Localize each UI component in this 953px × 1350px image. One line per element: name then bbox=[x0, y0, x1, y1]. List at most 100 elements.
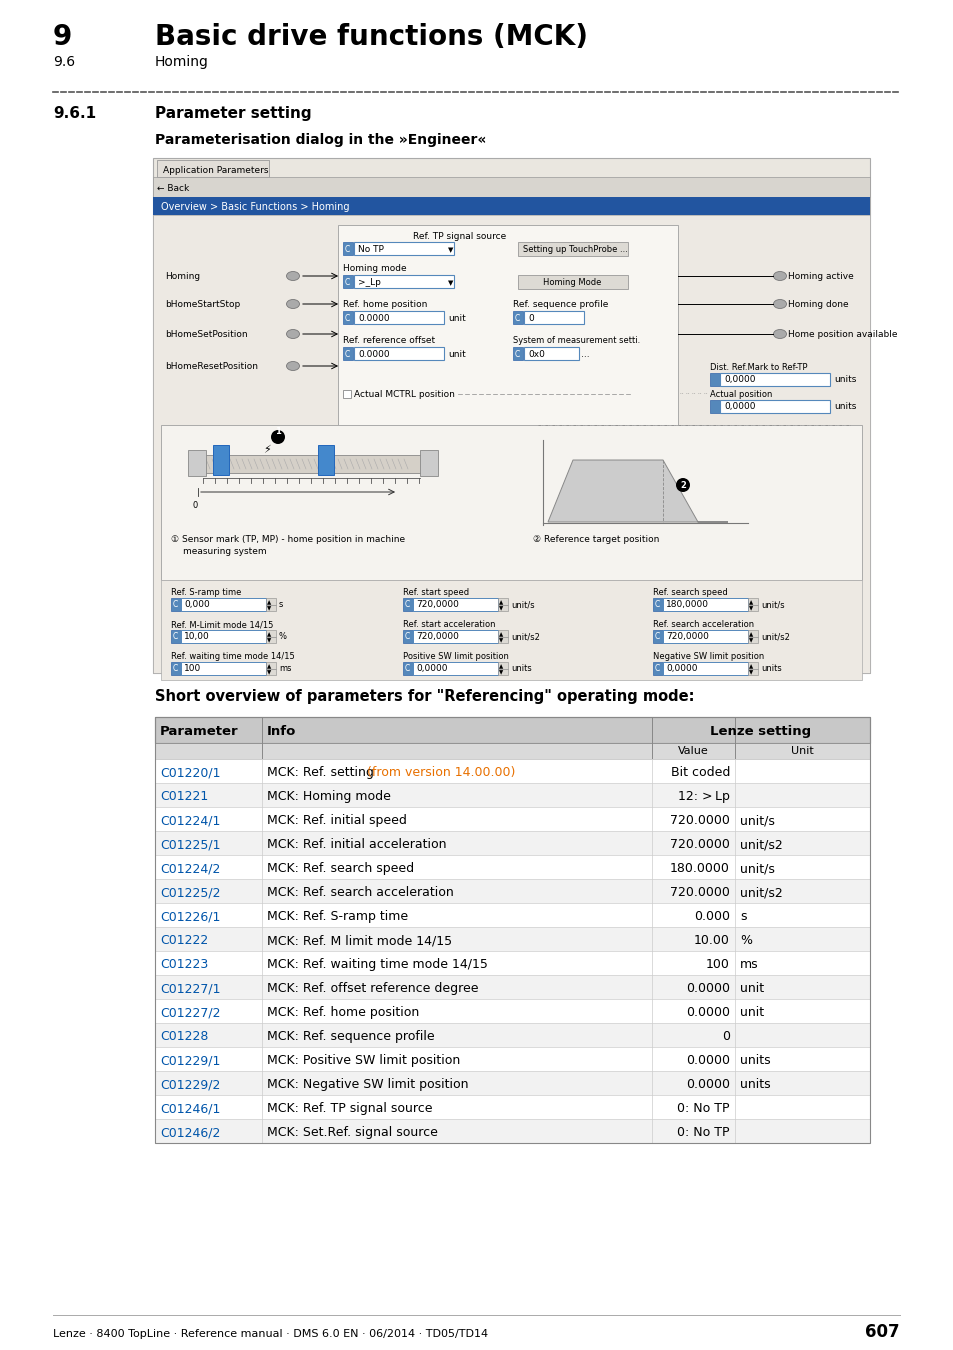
Text: C01246/2: C01246/2 bbox=[160, 1126, 220, 1139]
Bar bbox=[266, 662, 275, 670]
Text: 2: 2 bbox=[679, 481, 685, 490]
Text: MCK: Ref. M limit mode 14/15: MCK: Ref. M limit mode 14/15 bbox=[267, 934, 452, 946]
Text: 720.0000: 720.0000 bbox=[669, 814, 729, 828]
Bar bbox=[497, 605, 507, 612]
Text: 0: No TP: 0: No TP bbox=[677, 1102, 729, 1115]
Bar bbox=[154, 1023, 869, 1048]
Text: 100: 100 bbox=[705, 958, 729, 971]
Bar bbox=[154, 903, 869, 927]
Text: unit: unit bbox=[740, 1006, 763, 1019]
Text: Homing: Homing bbox=[165, 271, 200, 281]
Circle shape bbox=[271, 431, 285, 444]
Text: C01220/1: C01220/1 bbox=[160, 765, 220, 779]
Text: C01228: C01228 bbox=[160, 1030, 208, 1044]
Text: C: C bbox=[172, 664, 178, 674]
Text: C: C bbox=[345, 278, 350, 288]
Text: ▼: ▼ bbox=[267, 670, 271, 675]
Text: unit/s: unit/s bbox=[740, 863, 774, 875]
Text: Bit coded: Bit coded bbox=[670, 765, 729, 779]
Bar bbox=[154, 879, 869, 903]
Bar bbox=[413, 598, 497, 612]
Text: 0.0000: 0.0000 bbox=[685, 981, 729, 995]
Text: MCK: Ref. initial acceleration: MCK: Ref. initial acceleration bbox=[267, 838, 446, 850]
Text: unit: unit bbox=[448, 350, 465, 359]
Text: Homing active: Homing active bbox=[787, 271, 853, 281]
Bar bbox=[266, 670, 275, 675]
Text: C: C bbox=[405, 632, 410, 641]
Text: C: C bbox=[655, 664, 659, 674]
Text: Ref. TP signal source: Ref. TP signal source bbox=[413, 232, 506, 242]
Text: units: units bbox=[511, 664, 531, 674]
Text: ▲: ▲ bbox=[498, 632, 503, 637]
Text: 0: 0 bbox=[193, 501, 198, 510]
Text: ▼: ▼ bbox=[498, 606, 503, 612]
Text: C01246/1: C01246/1 bbox=[160, 1102, 220, 1115]
Text: Positive SW limit position: Positive SW limit position bbox=[402, 652, 508, 662]
Text: 0,0000: 0,0000 bbox=[665, 664, 697, 674]
Text: ▼: ▼ bbox=[267, 639, 271, 643]
Text: 1: 1 bbox=[274, 427, 280, 436]
Text: unit: unit bbox=[448, 315, 465, 323]
Text: ▼: ▼ bbox=[748, 606, 753, 612]
Text: MCK: Ref. setting: MCK: Ref. setting bbox=[267, 765, 377, 779]
Text: MCK: Ref. offset reference degree: MCK: Ref. offset reference degree bbox=[267, 981, 478, 995]
Text: MCK: Negative SW limit position: MCK: Negative SW limit position bbox=[267, 1079, 468, 1091]
Text: MCK: Ref. TP signal source: MCK: Ref. TP signal source bbox=[267, 1102, 432, 1115]
Bar bbox=[337, 225, 678, 455]
Text: Ref. waiting time mode 14/15: Ref. waiting time mode 14/15 bbox=[171, 652, 294, 662]
Text: Value: Value bbox=[678, 747, 708, 756]
Text: MCK: Ref. initial speed: MCK: Ref. initial speed bbox=[267, 814, 406, 828]
Bar bbox=[181, 662, 266, 675]
Text: Parameter: Parameter bbox=[160, 725, 238, 738]
Text: MCK: Homing mode: MCK: Homing mode bbox=[267, 790, 391, 803]
Text: Dist. Ref.Mark to Ref-TP: Dist. Ref.Mark to Ref-TP bbox=[709, 363, 806, 373]
Text: 0: 0 bbox=[527, 315, 533, 323]
Text: unit/s2: unit/s2 bbox=[760, 632, 789, 641]
Text: 0.0000: 0.0000 bbox=[357, 315, 389, 323]
Text: ▼: ▼ bbox=[748, 670, 753, 675]
Text: 9: 9 bbox=[53, 23, 72, 51]
Bar bbox=[154, 743, 869, 759]
Bar bbox=[513, 347, 522, 360]
Text: Homing done: Homing done bbox=[787, 300, 848, 309]
Bar bbox=[354, 310, 443, 324]
Bar bbox=[497, 598, 507, 605]
Bar bbox=[154, 975, 869, 999]
Bar bbox=[413, 630, 497, 643]
Text: 9.6.1: 9.6.1 bbox=[53, 107, 96, 122]
Text: ← Back: ← Back bbox=[157, 184, 189, 193]
Bar bbox=[188, 450, 206, 477]
Text: unit/s2: unit/s2 bbox=[740, 838, 781, 850]
Bar bbox=[171, 598, 181, 612]
Text: 720,0000: 720,0000 bbox=[416, 599, 458, 609]
Text: ▼: ▼ bbox=[448, 279, 453, 286]
Bar bbox=[343, 390, 351, 398]
Text: Ref. start speed: Ref. start speed bbox=[402, 589, 469, 597]
Text: 0: No TP: 0: No TP bbox=[677, 1126, 729, 1139]
Bar bbox=[154, 1048, 869, 1071]
Bar bbox=[747, 662, 758, 670]
Text: unit/s: unit/s bbox=[740, 814, 774, 828]
Text: C: C bbox=[172, 599, 178, 609]
Bar bbox=[181, 598, 266, 612]
Bar bbox=[154, 1095, 869, 1119]
Text: MCK: Ref. home position: MCK: Ref. home position bbox=[267, 1006, 418, 1019]
Bar bbox=[161, 580, 862, 680]
Bar bbox=[154, 717, 869, 1143]
Text: MCK: Ref. sequence profile: MCK: Ref. sequence profile bbox=[267, 1030, 435, 1044]
Bar bbox=[513, 310, 522, 324]
Text: C: C bbox=[655, 632, 659, 641]
Bar bbox=[154, 1119, 869, 1143]
Text: 720.0000: 720.0000 bbox=[669, 886, 729, 899]
Text: s: s bbox=[740, 910, 745, 923]
Text: ▼: ▼ bbox=[267, 606, 271, 612]
Text: ▲: ▲ bbox=[267, 599, 271, 605]
Text: ▲: ▲ bbox=[748, 599, 753, 605]
Text: bHomeSetPosition: bHomeSetPosition bbox=[165, 329, 248, 339]
Bar bbox=[154, 832, 869, 855]
Text: Basic drive functions (MCK): Basic drive functions (MCK) bbox=[154, 23, 587, 51]
Bar bbox=[171, 662, 181, 675]
Text: C: C bbox=[405, 599, 410, 609]
Text: C: C bbox=[405, 664, 410, 674]
Bar bbox=[343, 275, 353, 288]
